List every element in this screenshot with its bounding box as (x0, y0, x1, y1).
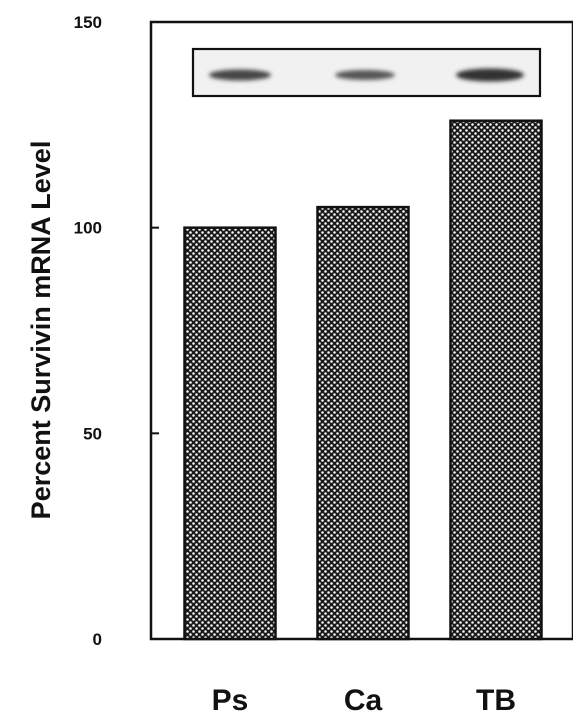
bars (183, 119, 543, 641)
y-tick-label: 150 (74, 13, 102, 32)
y-axis-ticks: 0 50 100 150 (74, 13, 159, 649)
x-tick-label-ps: Ps (212, 684, 249, 717)
x-axis-tick-labels: Ps Ca TB (212, 684, 516, 717)
blot-inset (191, 47, 542, 98)
blot-band-tb (456, 68, 524, 82)
x-tick-label-tb: TB (476, 684, 516, 717)
y-tick-label: 50 (83, 424, 102, 443)
y-axis-title: Percent Survivin mRNA Level (26, 141, 56, 520)
blot-band-ps (209, 69, 271, 81)
y-tick-label: 100 (74, 219, 102, 238)
blot-band-ca (335, 70, 395, 80)
y-tick-label: 0 (93, 630, 102, 649)
bar-ca (316, 205, 410, 641)
bar-tb (449, 119, 543, 641)
x-tick-label-ca: Ca (344, 684, 383, 717)
bar-ps (183, 226, 277, 641)
